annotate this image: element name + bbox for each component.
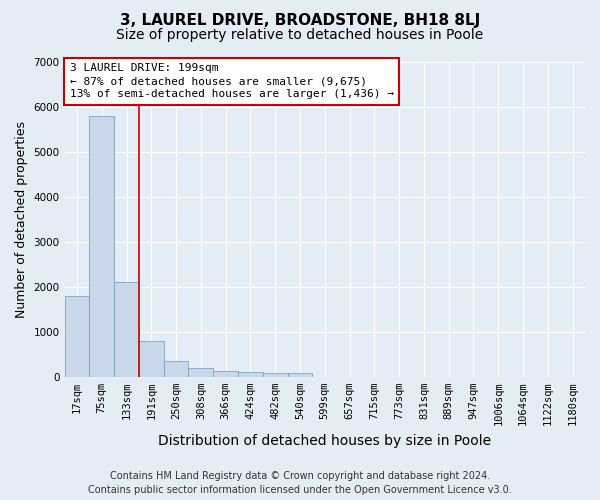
Bar bbox=[238, 372, 263, 376]
Bar bbox=[164, 362, 188, 376]
Bar bbox=[263, 372, 287, 376]
Bar bbox=[213, 372, 238, 376]
Y-axis label: Number of detached properties: Number of detached properties bbox=[15, 120, 28, 318]
Text: Contains HM Land Registry data © Crown copyright and database right 2024.
Contai: Contains HM Land Registry data © Crown c… bbox=[88, 471, 512, 495]
Bar bbox=[114, 282, 139, 376]
Bar bbox=[287, 374, 313, 376]
Bar bbox=[139, 340, 164, 376]
Bar bbox=[89, 116, 114, 376]
X-axis label: Distribution of detached houses by size in Poole: Distribution of detached houses by size … bbox=[158, 434, 491, 448]
Text: 3 LAUREL DRIVE: 199sqm
← 87% of detached houses are smaller (9,675)
13% of semi-: 3 LAUREL DRIVE: 199sqm ← 87% of detached… bbox=[70, 63, 394, 100]
Text: Size of property relative to detached houses in Poole: Size of property relative to detached ho… bbox=[116, 28, 484, 42]
Bar bbox=[65, 296, 89, 376]
Text: 3, LAUREL DRIVE, BROADSTONE, BH18 8LJ: 3, LAUREL DRIVE, BROADSTONE, BH18 8LJ bbox=[120, 12, 480, 28]
Bar bbox=[188, 368, 213, 376]
